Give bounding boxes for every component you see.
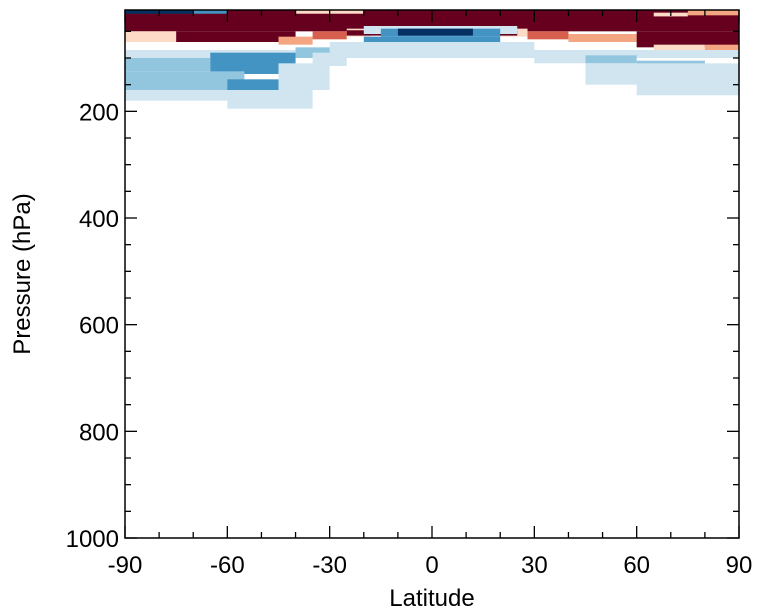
heatmap-cell xyxy=(210,52,296,74)
heatmap-cell xyxy=(125,58,211,72)
x-tick-label: 90 xyxy=(726,552,753,579)
x-tick-label: 30 xyxy=(521,552,548,579)
heatmap-cells xyxy=(125,10,739,109)
heatmap-cell xyxy=(397,28,473,36)
heatmap-cell xyxy=(278,63,330,90)
heatmap-cell xyxy=(704,44,739,53)
heatmap-cell xyxy=(363,36,501,45)
heatmap-cell xyxy=(125,71,245,90)
heatmap-cell xyxy=(527,31,569,40)
heatmap-cell xyxy=(568,34,637,42)
heatmap-cell xyxy=(585,55,637,64)
y-tick-label: 800 xyxy=(79,419,119,446)
heatmap-cell xyxy=(125,50,739,58)
heatmap-cell xyxy=(312,31,347,40)
heatmap-cell xyxy=(534,52,586,64)
heatmap-cell xyxy=(687,10,739,16)
heatmap-cell xyxy=(295,47,330,58)
heatmap-cell xyxy=(278,36,313,45)
heatmap-cell xyxy=(227,90,313,109)
heatmap-cell xyxy=(176,31,296,42)
x-axis-label: Latitude xyxy=(389,585,474,612)
y-tick-label: 400 xyxy=(79,206,119,233)
x-tick-label: 60 xyxy=(623,552,650,579)
x-tick-label: -90 xyxy=(108,552,143,579)
axis-ticks xyxy=(124,10,740,539)
x-tick-label: -30 xyxy=(312,552,347,579)
y-tick-label: 600 xyxy=(79,313,119,340)
x-tick-label: 0 xyxy=(425,552,438,579)
heatmap-cell xyxy=(636,79,739,96)
y-tick-label: 1000 xyxy=(66,526,119,553)
heatmap-cell xyxy=(125,31,177,42)
heatmap-cell xyxy=(312,52,347,66)
x-tick-label: -60 xyxy=(210,552,245,579)
heatmap-cell xyxy=(193,10,228,14)
heatmap-cell xyxy=(329,42,535,50)
heatmap-cell xyxy=(636,31,739,48)
y-axis-label: Pressure (hPa) xyxy=(9,193,36,354)
heatmap-cell xyxy=(585,63,739,85)
y-tick-labels: 200 400 600 800 1000 xyxy=(66,99,119,553)
heatmap-cell xyxy=(653,44,705,53)
x-tick-labels: -90 -60 -30 0 30 60 90 xyxy=(108,552,753,579)
heatmap-cell xyxy=(125,90,228,101)
y-tick-label: 200 xyxy=(79,99,119,126)
